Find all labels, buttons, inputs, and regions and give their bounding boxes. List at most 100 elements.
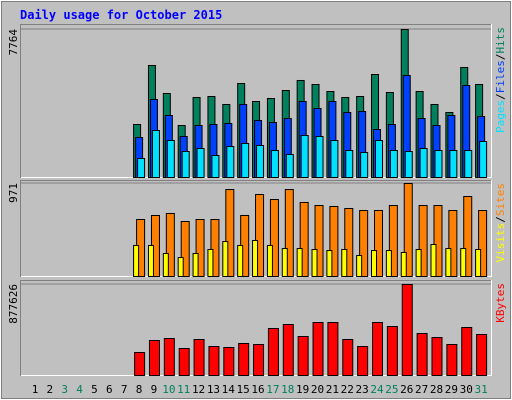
bar (464, 150, 473, 178)
x-tick-label: 25 (385, 383, 398, 396)
bar (163, 338, 175, 376)
legend: Visits/Sites (494, 183, 507, 263)
bar (147, 244, 154, 278)
bar (404, 150, 413, 178)
bar (151, 129, 160, 179)
x-tick-label: 21 (326, 383, 339, 396)
x-tick-label: 24 (370, 383, 384, 396)
x-tick-label: 16 (251, 383, 264, 396)
legend-entry: Pages (494, 100, 507, 133)
chart-title: Daily usage for October 2015 (20, 8, 222, 22)
bar (372, 322, 384, 377)
bar (327, 322, 339, 377)
bar (386, 326, 398, 376)
bar (225, 189, 235, 277)
bar (300, 135, 309, 178)
x-tick-label: 27 (415, 383, 428, 396)
bar (162, 253, 169, 277)
bar (210, 219, 220, 277)
bar (180, 221, 190, 277)
bar (446, 344, 458, 376)
legend-separator: / (494, 54, 507, 61)
bar (388, 205, 398, 277)
bar (403, 183, 413, 277)
bar (195, 219, 205, 277)
bar (344, 207, 354, 277)
bar (356, 255, 363, 278)
legend-entry: Hits (494, 27, 507, 54)
bar (238, 343, 250, 376)
bar (330, 140, 339, 178)
x-tick-label: 28 (430, 383, 443, 396)
bar (476, 334, 488, 377)
legend: KBytes (494, 283, 507, 323)
bar (463, 196, 473, 277)
bar (431, 337, 443, 376)
legend-entry: Visits (494, 223, 507, 263)
bar (434, 150, 443, 178)
x-tick-label: 31 (474, 383, 487, 396)
bar (418, 205, 428, 277)
x-tick-label: 4 (76, 383, 83, 396)
bar (433, 205, 443, 277)
bar (385, 250, 392, 277)
bar (449, 150, 458, 178)
x-tick-label: 15 (237, 383, 250, 396)
bar (241, 142, 250, 178)
bar (389, 150, 398, 178)
bar (345, 150, 354, 178)
x-tick-label: 18 (281, 383, 294, 396)
bar (165, 212, 175, 278)
legend-entry: KBytes (494, 283, 507, 323)
bar (284, 189, 294, 277)
bar (357, 346, 369, 377)
y-tick-label: 877626 (7, 284, 20, 324)
bar (374, 210, 384, 277)
bar (359, 210, 369, 277)
bar (475, 248, 482, 278)
bar (196, 148, 205, 178)
y-tick-label: 971 (7, 183, 20, 203)
bar (256, 144, 265, 179)
x-tick-label: 20 (311, 383, 324, 396)
bar (181, 150, 190, 178)
x-tick-label: 19 (296, 383, 309, 396)
bar (253, 344, 265, 376)
bar (329, 205, 339, 278)
bar (360, 151, 369, 178)
y-tick-label: 7764 (7, 29, 20, 56)
bar (478, 210, 488, 277)
x-tick-label: 5 (91, 383, 98, 396)
bar (211, 155, 220, 178)
bar (285, 153, 294, 179)
bar (415, 248, 422, 278)
x-tick-label: 13 (207, 383, 220, 396)
x-tick-label: 10 (162, 383, 175, 396)
bar (461, 327, 473, 376)
bar (137, 157, 146, 178)
bar (223, 347, 235, 376)
x-tick-label: 12 (192, 383, 205, 396)
legend-entry: Files (494, 60, 507, 93)
legend-separator: / (494, 216, 507, 223)
x-tick-label: 17 (266, 383, 279, 396)
bar (208, 346, 220, 377)
bar (282, 324, 294, 377)
bar (269, 198, 279, 278)
x-tick-label: 8 (136, 383, 143, 396)
x-tick-label: 23 (356, 383, 369, 396)
bar (430, 244, 437, 278)
x-tick-label: 14 (222, 383, 236, 396)
bar (193, 339, 205, 377)
legend-separator: / (494, 93, 507, 100)
x-tick-label: 7 (121, 383, 128, 396)
legend-entry: Sites (494, 183, 507, 216)
bar (314, 205, 324, 277)
x-tick-label: 3 (61, 383, 68, 396)
bar (266, 244, 273, 278)
bar (416, 333, 428, 376)
x-tick-label: 11 (177, 383, 190, 396)
bar (315, 135, 324, 178)
bar (148, 340, 160, 377)
